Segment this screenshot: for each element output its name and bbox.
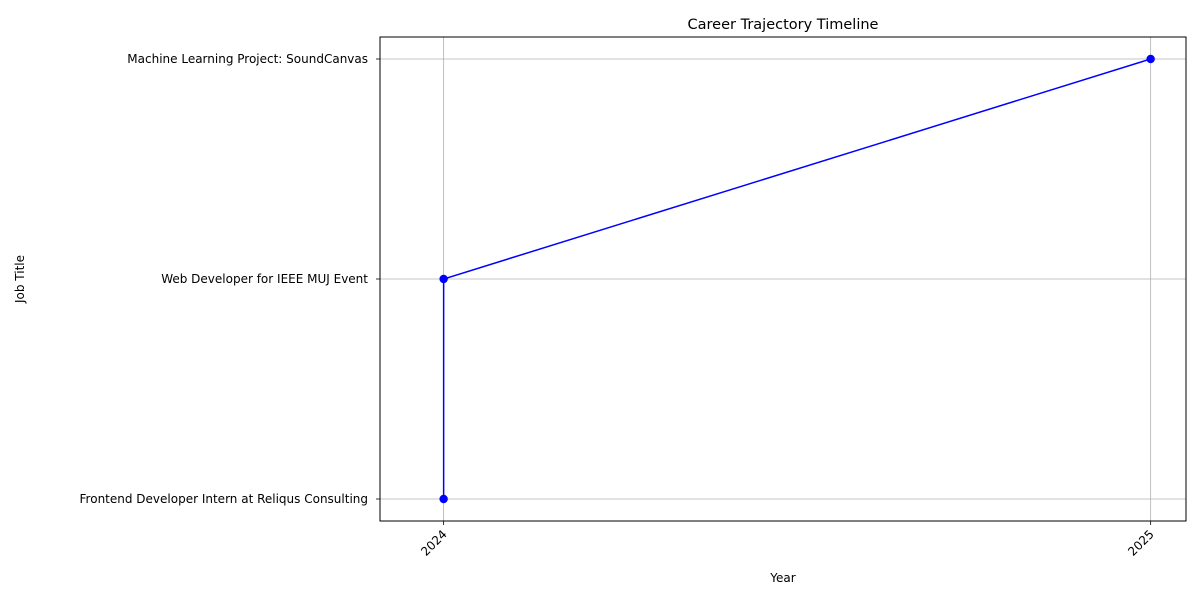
x-tick-label: 2025 [1125, 527, 1156, 558]
x-axis-label: Year [769, 571, 795, 585]
y-tick-label: Web Developer for IEEE MUJ Event [161, 272, 368, 286]
series-layer [439, 54, 1155, 504]
y-tick-label: Frontend Developer Intern at Reliqus Con… [80, 492, 368, 506]
chart-title: Career Trajectory Timeline [688, 17, 879, 33]
ticks: 2024 2025 Frontend Developer Intern at Rel… [80, 52, 1157, 559]
grid [380, 37, 1186, 521]
y-tick-label: Machine Learning Project: SoundCanvas [127, 52, 368, 66]
y-axis-label: Job Title [13, 255, 27, 304]
data-point [1146, 54, 1155, 64]
data-point [439, 494, 448, 504]
data-point [439, 274, 448, 284]
x-tick-label: 2024 [418, 527, 449, 558]
